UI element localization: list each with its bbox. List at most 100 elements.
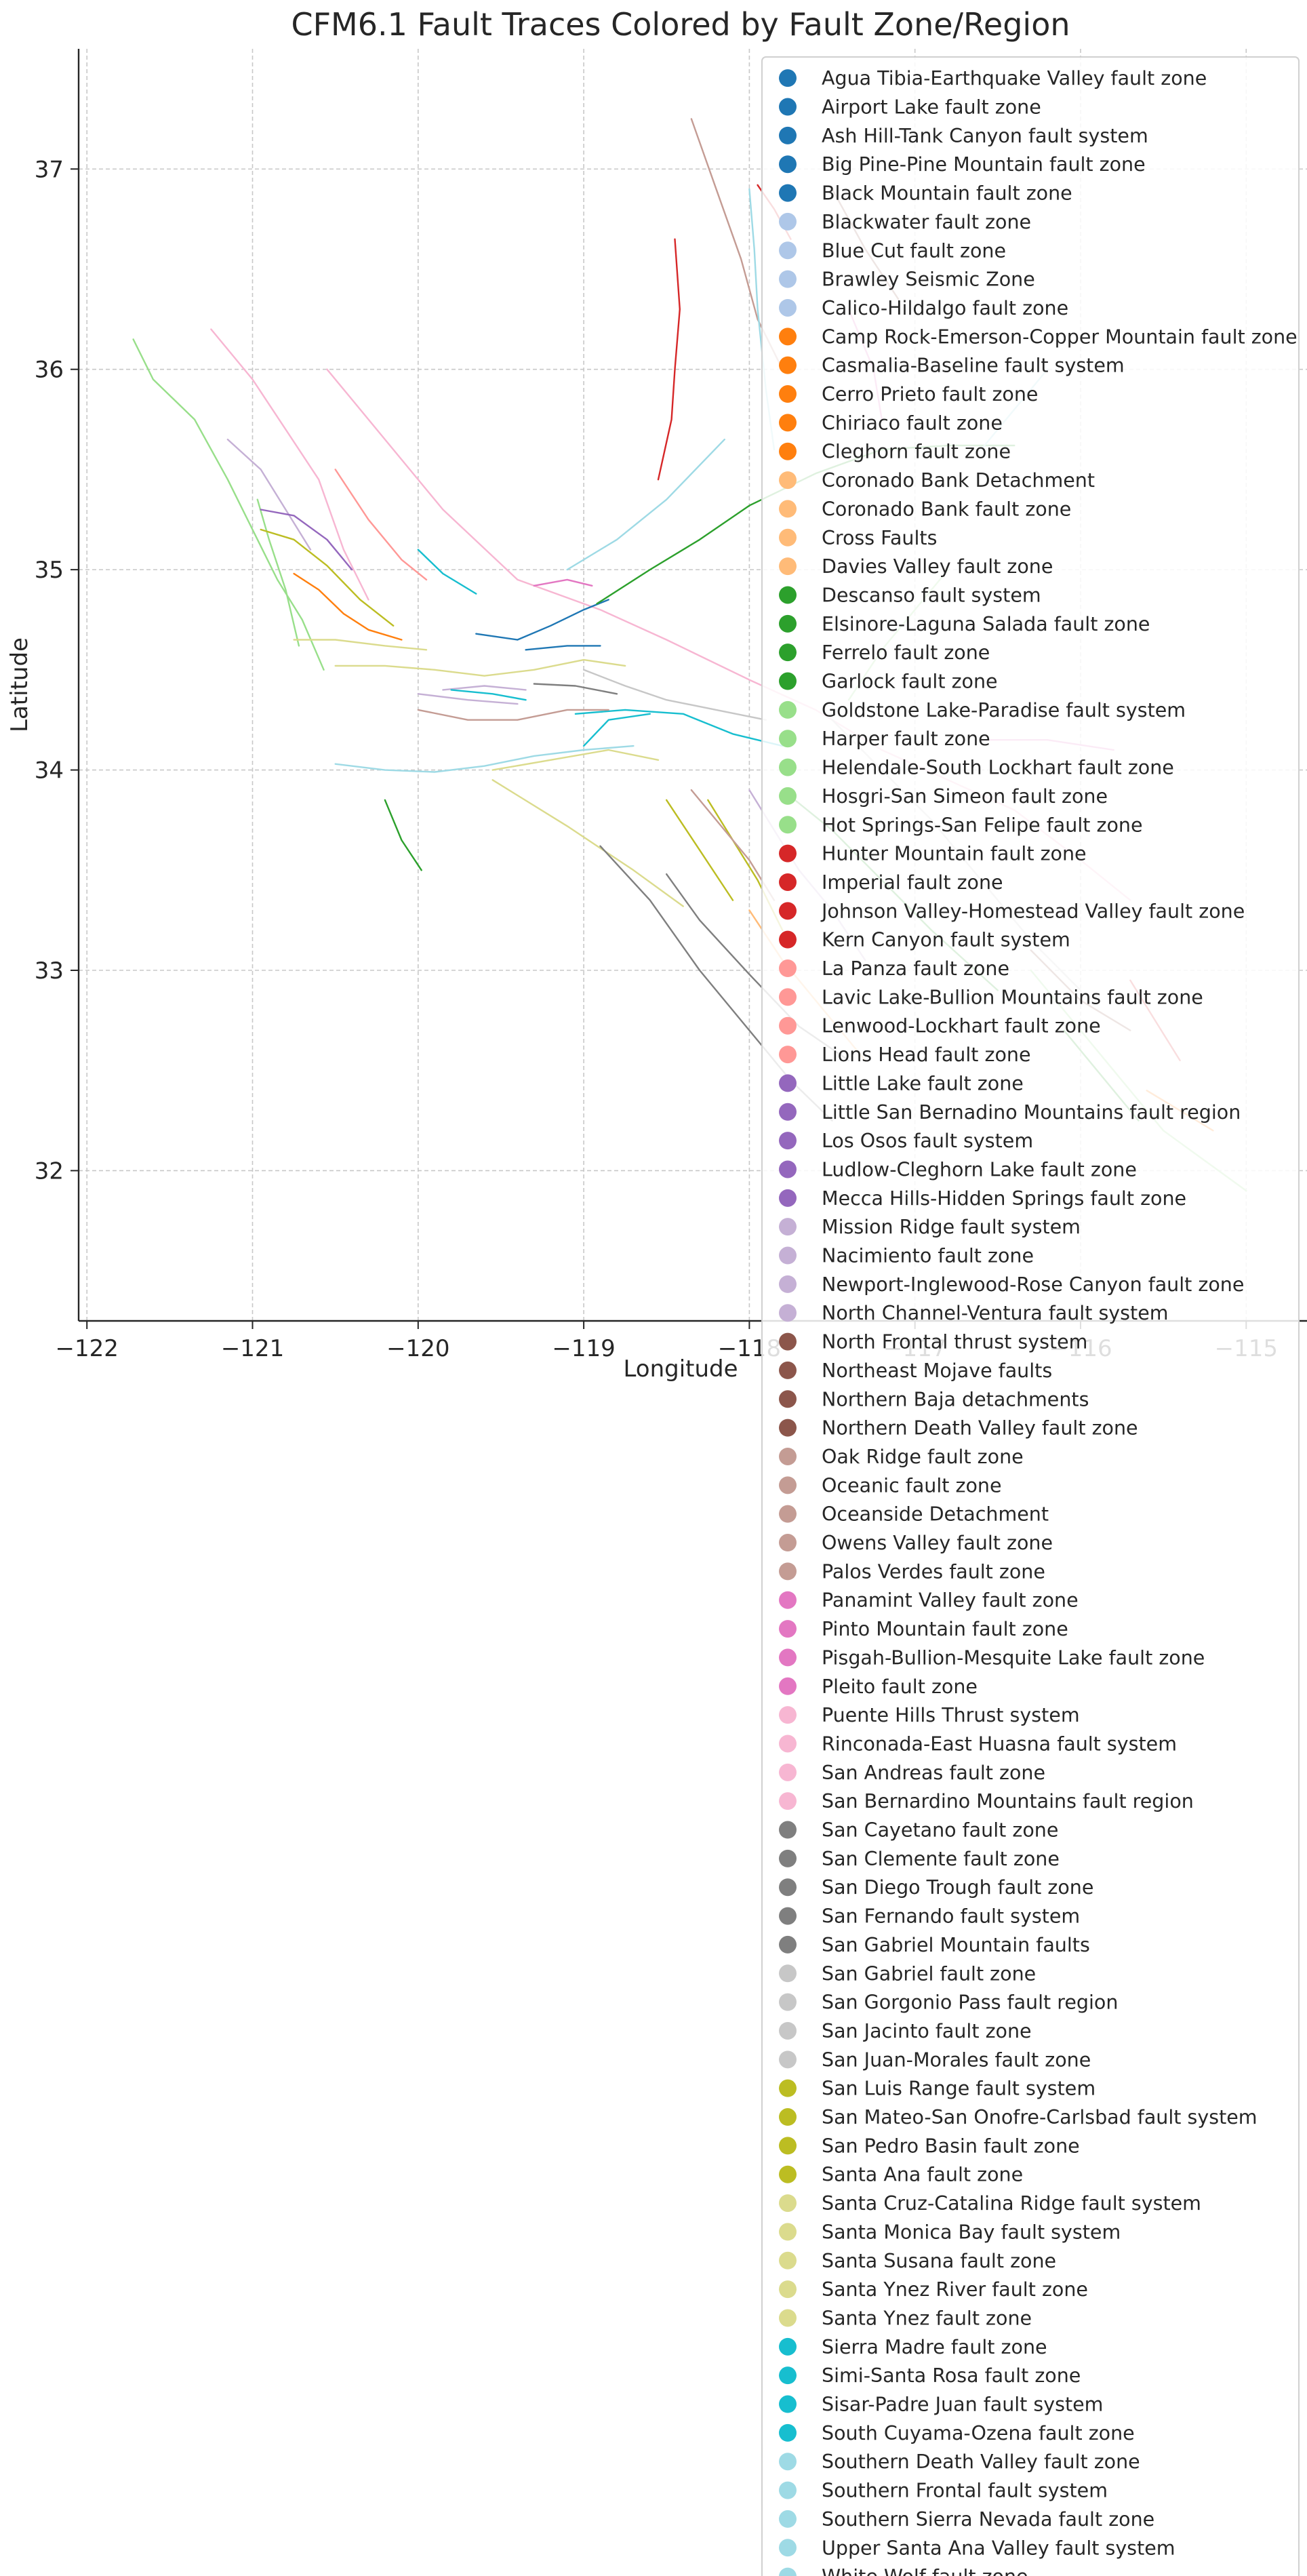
y-axis-label: Latitude [6,637,33,732]
legend-label: San Mateo-San Onofre-Carlsbad fault syst… [822,2106,1258,2128]
legend-label: Newport-Inglewood-Rose Canyon fault zone [822,1273,1244,1296]
legend-marker [779,2280,797,2299]
legend-marker [779,1218,797,1236]
legend-marker [779,241,797,260]
legend-marker [779,959,797,978]
legend-marker [779,414,797,432]
legend-item: Los Osos fault system [779,1130,1033,1152]
legend-label: San Pedro Basin fault zone [822,2135,1080,2157]
legend-item: Imperial fault zone [779,871,1003,894]
legend-item: Cleghorn fault zone [779,441,1011,463]
legend-marker [779,614,797,633]
fault-trace [334,658,626,677]
y-ticks: 32 33 34 35 36 37 [35,156,79,1185]
legend-item: Santa Susana fault zone [779,2250,1056,2272]
fault-trace [260,509,353,571]
legend-label: San Fernando fault system [822,1905,1080,1928]
legend-marker [779,758,797,776]
legend-item: Southern Frontal fault system [779,2480,1108,2502]
fault-trace [657,238,681,481]
fault-trace [582,713,651,747]
legend-marker [779,2539,797,2557]
legend-marker [779,1620,797,1638]
legend-marker [779,1677,797,1695]
legend-marker [779,528,797,547]
legend-item: Agua Tibia-Earthquake Valley fault zone [779,67,1207,90]
legend-marker [779,2165,797,2183]
legend-marker [779,672,797,690]
legend-label: Brawley Seismic Zone [822,269,1035,291]
legend-marker [779,2395,797,2413]
legend-marker [779,873,797,891]
legend-marker [779,2337,797,2356]
legend-marker [779,1964,797,1983]
fault-trace [442,685,527,691]
x-axis-label: Longitude [623,1355,738,1383]
legend-marker [779,787,797,805]
fault-trace [525,645,601,651]
legend-item: San Fernando fault system [779,1905,1080,1928]
legend-label: Garlock fault zone [822,671,998,693]
legend-marker [779,1447,797,1465]
legend-label: Ferrelo fault zone [822,641,990,664]
legend-item: South Cuyama-Ozena fault zone [779,2422,1135,2444]
legend-marker [779,988,797,1006]
fault-trace [210,328,369,601]
legend-marker [779,1275,797,1293]
legend-item: Santa Ynez fault zone [779,2307,1032,2329]
legend-item: Ferrelo fault zone [779,641,990,664]
legend-label: Southern Death Valley fault zone [822,2451,1140,2473]
legend-item: Ash Hill-Tank Canyon fault system [779,125,1148,147]
legend-label: Coronado Bank Detachment [822,469,1095,492]
legend-label: Los Osos fault system [822,1130,1033,1152]
legend-label: Sierra Madre fault zone [822,2336,1047,2358]
legend-label: Panamint Valley fault zone [822,1589,1079,1612]
legend-marker [779,844,797,863]
legend-marker [779,816,797,834]
legend-marker [779,2050,797,2069]
legend-marker [779,298,797,317]
legend-label: San Andreas fault zone [822,1762,1045,1784]
fault-trace [334,469,428,581]
legend-marker [779,1361,797,1379]
legend-item: Santa Monica Bay fault system [779,2221,1121,2243]
legend-label: Goldstone Lake-Paradise fault system [822,699,1186,721]
legend-marker [779,1016,797,1035]
legend-label: Southern Sierra Nevada fault zone [822,2508,1154,2531]
fault-trace [666,799,734,901]
legend-marker [779,2194,797,2213]
x-tick-label: −122 [56,1335,119,1362]
legend-label: Oceanside Detachment [822,1503,1049,1526]
legend-label: Camp Rock-Emerson-Copper Mountain fault … [822,325,1298,348]
legend-marker [779,1878,797,1897]
legend-item: San Jacinto fault zone [779,2020,1032,2042]
legend-item: Airport Lake fault zone [779,96,1041,119]
legend-label: San Cayetano fault zone [822,1819,1058,1842]
legend-item: Oak Ridge fault zone [779,1446,1024,1468]
legend-marker [779,586,797,604]
legend-item: Cerro Prieto fault zone [779,383,1038,405]
legend-item: Mecca Hills-Hidden Springs fault zone [779,1187,1186,1210]
legend-marker [779,2251,797,2270]
legend-marker [779,1907,797,1925]
legend-item: Pleito fault zone [779,1676,978,1698]
legend-item: Santa Ana fault zone [779,2164,1023,2186]
y-tick-label: 34 [35,757,64,785]
legend-label: Ludlow-Cleghorn Lake fault zone [822,1158,1137,1181]
legend-label: Cerro Prieto fault zone [822,383,1038,405]
legend-marker [779,1792,797,1810]
legend-label: Hunter Mountain fault zone [822,843,1087,865]
legend-label: San Jacinto fault zone [822,2020,1032,2042]
legend-marker [779,2079,797,2097]
legend-item: Nacimiento fault zone [779,1245,1034,1267]
legend-label: San Gabriel fault zone [822,1962,1036,1985]
legend-item: North Channel-Ventura fault system [779,1302,1169,1324]
fault-trace [132,338,325,671]
legend-label: Imperial fault zone [822,871,1003,894]
legend-item: San Pedro Basin fault zone [779,2135,1080,2157]
x-tick-label: −121 [221,1335,284,1362]
legend-marker [779,442,797,460]
legend-item: Southern Death Valley fault zone [779,2451,1140,2473]
legend-item: Oceanic fault zone [779,1474,1002,1497]
